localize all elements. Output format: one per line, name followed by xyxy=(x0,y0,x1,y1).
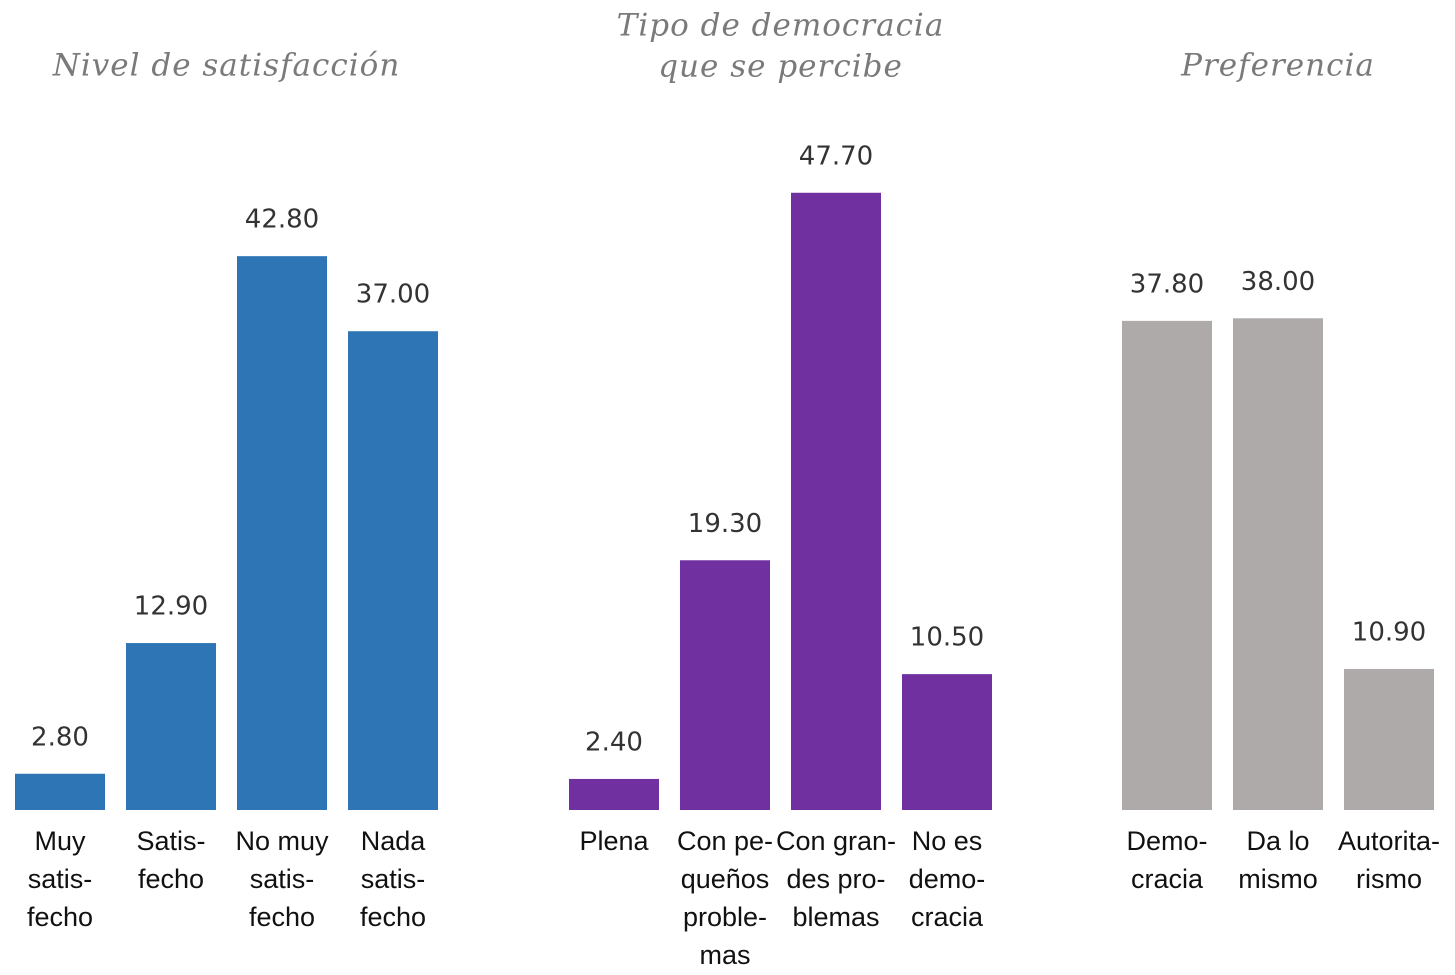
value-label: 2.80 xyxy=(31,722,89,752)
category-label: fecho xyxy=(249,902,315,932)
bar xyxy=(15,773,105,810)
bar xyxy=(569,778,659,810)
category-label: fecho xyxy=(360,902,426,932)
category-label: Nada xyxy=(361,826,427,856)
value-label: 42.80 xyxy=(245,205,319,235)
category-label: Con pe- xyxy=(677,826,773,856)
category-label: No es xyxy=(912,826,983,856)
chart-title: Preferencia xyxy=(1180,48,1375,84)
bar xyxy=(1233,318,1323,810)
category-label: Demo- xyxy=(1126,826,1207,856)
category-label: Muy xyxy=(34,826,86,856)
value-label: 10.90 xyxy=(1352,617,1426,647)
category-label: fecho xyxy=(138,864,204,894)
category-label: Plena xyxy=(579,826,649,856)
category-label: cracia xyxy=(1131,864,1204,894)
chart-title: Nivel de satisfacción xyxy=(52,48,401,84)
chart-title: Tipo de democracia xyxy=(617,8,945,44)
category-label: mas xyxy=(699,940,750,970)
category-label: rismo xyxy=(1356,864,1422,894)
category-label: Autorita- xyxy=(1338,826,1440,856)
bar xyxy=(1344,668,1434,810)
category-label: des pro- xyxy=(786,864,885,894)
category-label: mismo xyxy=(1238,864,1318,894)
bar xyxy=(680,560,770,810)
value-label: 37.00 xyxy=(356,280,430,310)
category-label: satis- xyxy=(28,864,93,894)
value-label: 47.70 xyxy=(799,141,873,171)
bar xyxy=(791,192,881,811)
category-label: Satis- xyxy=(136,826,205,856)
category-label: demo- xyxy=(909,864,986,894)
chart-title: que se percibe xyxy=(658,49,903,85)
value-label: 2.40 xyxy=(585,727,643,757)
category-label: satis- xyxy=(250,864,315,894)
bar xyxy=(348,331,438,810)
category-label: Da lo xyxy=(1246,826,1309,856)
value-label: 19.30 xyxy=(688,509,762,539)
bar xyxy=(1122,320,1212,810)
value-label: 12.90 xyxy=(134,592,208,622)
bar xyxy=(902,674,992,810)
category-label: proble- xyxy=(683,902,767,932)
value-label: 38.00 xyxy=(1241,267,1315,297)
category-label: No muy xyxy=(235,826,329,856)
category-label: fecho xyxy=(27,902,93,932)
category-label: Con gran- xyxy=(776,826,896,856)
bar xyxy=(237,256,327,811)
value-label: 37.80 xyxy=(1130,269,1204,299)
category-label: satis- xyxy=(361,864,426,894)
bar xyxy=(126,643,216,810)
category-label: queños xyxy=(681,864,770,894)
category-label: blemas xyxy=(792,902,879,932)
value-label: 10.50 xyxy=(910,623,984,653)
category-label: cracia xyxy=(911,902,984,932)
